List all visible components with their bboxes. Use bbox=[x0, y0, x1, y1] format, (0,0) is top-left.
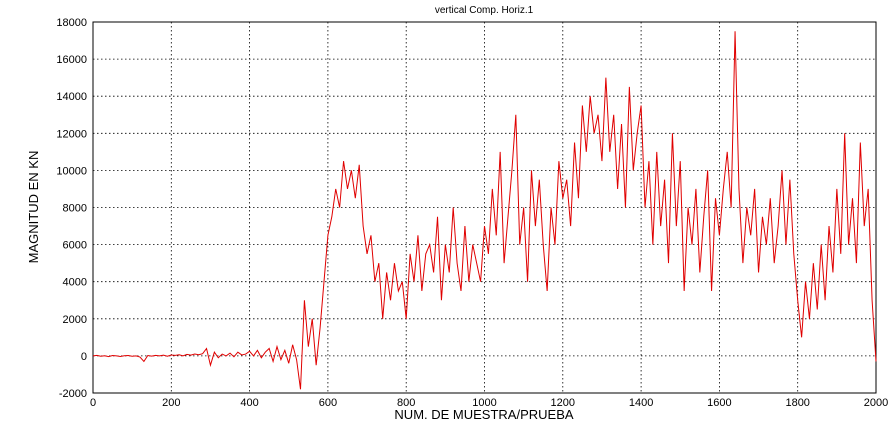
y-tick-label: 18000 bbox=[56, 17, 87, 29]
x-tick-label: 2000 bbox=[864, 397, 888, 409]
x-tick-label: 400 bbox=[240, 397, 258, 409]
y-tick-label: 10000 bbox=[56, 165, 87, 177]
y-tick-label: 0 bbox=[81, 351, 87, 363]
x-tick-label: 800 bbox=[397, 397, 415, 409]
x-tick-label: 200 bbox=[162, 397, 180, 409]
x-tick-label: 600 bbox=[319, 397, 337, 409]
y-tick-label: -2000 bbox=[59, 388, 87, 400]
x-tick-label: 1400 bbox=[629, 397, 653, 409]
chart-title: vertical Comp. Horiz.1 bbox=[435, 5, 534, 16]
x-axis-label: NUM. DE MUESTRA/PRUEBA bbox=[394, 407, 573, 422]
y-tick-label: 12000 bbox=[56, 128, 87, 140]
y-tick-label: 2000 bbox=[63, 314, 87, 326]
x-tick-label: 1800 bbox=[785, 397, 809, 409]
x-tick-label: 1200 bbox=[551, 397, 575, 409]
y-axis-label: MAGNITUD EN KN bbox=[26, 151, 41, 264]
x-tick-label: 1600 bbox=[707, 397, 731, 409]
y-tick-label: 4000 bbox=[63, 277, 87, 289]
x-tick-label: 1000 bbox=[472, 397, 496, 409]
y-tick-label: 8000 bbox=[63, 203, 87, 215]
data-line bbox=[92, 31, 877, 390]
y-tick-label: 14000 bbox=[56, 91, 87, 103]
y-tick-label: 6000 bbox=[63, 240, 87, 252]
x-tick-label: 0 bbox=[90, 397, 96, 409]
y-tick-label: 16000 bbox=[56, 54, 87, 66]
